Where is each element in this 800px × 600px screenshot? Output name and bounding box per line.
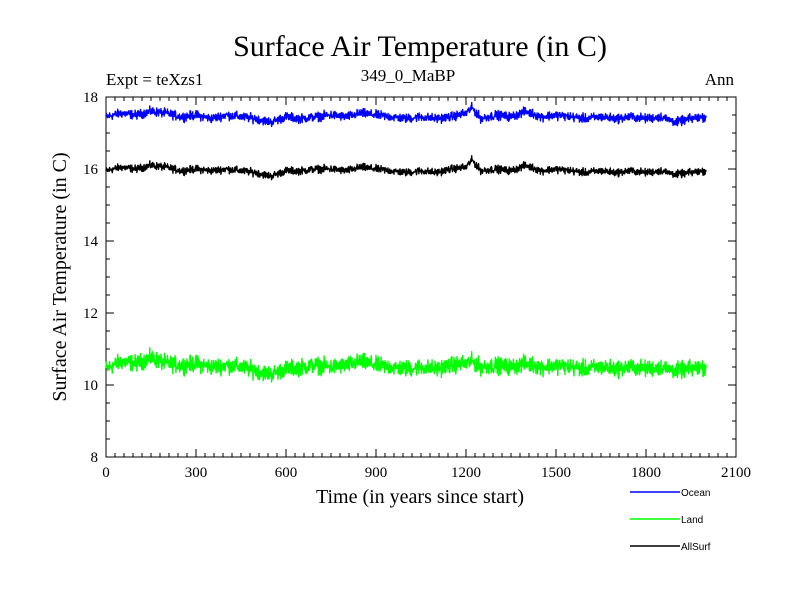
x-tick-label: 0 <box>102 465 110 481</box>
y-tick-label: 16 <box>83 162 99 178</box>
x-tick-label: 2100 <box>721 465 751 481</box>
y-tick-label: 18 <box>83 90 98 106</box>
y-tick-label: 8 <box>91 450 99 466</box>
x-tick-label: 1500 <box>541 465 571 481</box>
x-axis-label: Time (in years since start) <box>316 486 524 508</box>
x-tick-label: 300 <box>185 465 208 481</box>
chart-title: Surface Air Temperature (in C) <box>233 30 607 63</box>
x-tick-label: 1200 <box>451 465 481 481</box>
series-line-allsurf <box>105 155 707 181</box>
y-tick-label: 10 <box>83 378 98 394</box>
legend-label-ocean: Ocean <box>681 488 710 499</box>
legend-label-land: Land <box>681 515 703 526</box>
season-label: Ann <box>705 70 735 89</box>
x-tick-label: 600 <box>275 465 298 481</box>
series-line-ocean <box>105 101 707 128</box>
y-tick-label: 14 <box>83 234 99 250</box>
legend: Ocean Land AllSurf <box>630 488 711 553</box>
axis-ticks: 0 300 600 900 1200 1500 1800 2100 8 10 12 14 16 18 <box>83 90 751 481</box>
y-axis-label: Surface Air Temperature (in C) <box>49 152 71 401</box>
plot-frame <box>105 96 737 458</box>
expt-label: Expt = teXzs1 <box>106 70 203 89</box>
x-tick-label: 1800 <box>631 465 661 481</box>
series-line-land <box>105 347 707 383</box>
y-tick-label: 12 <box>83 306 98 322</box>
x-tick-label: 900 <box>365 465 388 481</box>
period-label: 349_0_MaBP <box>361 66 455 85</box>
legend-label-allsurf: AllSurf <box>681 542 711 553</box>
series-lines <box>105 101 707 383</box>
